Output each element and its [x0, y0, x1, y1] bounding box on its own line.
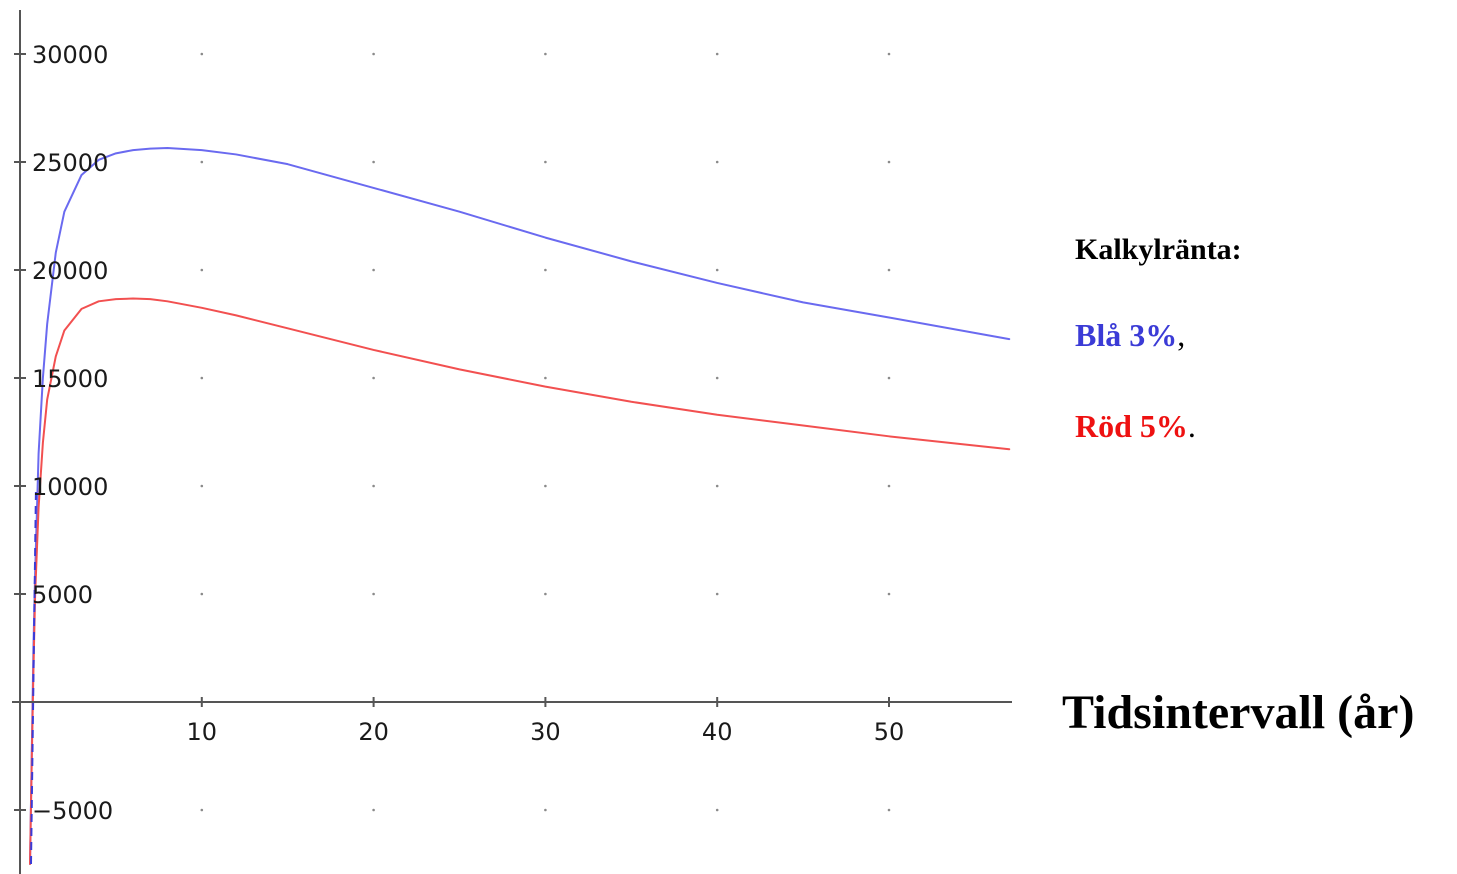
y-tick-label: 15000 — [32, 365, 108, 393]
legend-entry-2-suffix: . — [1188, 408, 1196, 444]
grid-dot — [200, 52, 204, 56]
grid-dot — [372, 160, 375, 164]
x-tick-label: 20 — [358, 718, 389, 746]
legend-entry-1-suffix: , — [1177, 317, 1185, 353]
y-tick-label: 20000 — [32, 257, 108, 285]
grid-dot — [887, 52, 891, 56]
grid-dot — [887, 592, 891, 596]
grid-dot — [715, 376, 719, 380]
y-tick-label: −5000 — [32, 797, 113, 825]
grid-dot — [200, 808, 204, 812]
grid-dot — [372, 52, 375, 56]
legend-entry-2-label: Röd 5% — [1075, 408, 1188, 444]
series-line-1 — [29, 146, 1011, 865]
x-tick-label: 40 — [702, 718, 733, 746]
grid-dot — [200, 376, 204, 380]
grid-dot — [544, 592, 547, 596]
x-tick-label: 50 — [874, 718, 905, 746]
legend-title: Kalkylränta: — [1075, 233, 1242, 266]
x-tick-label: 30 — [530, 718, 561, 746]
series-line-2 — [29, 297, 1011, 865]
grid-dot — [372, 808, 375, 812]
y-tick-label: 25000 — [32, 149, 108, 177]
grid-dot — [887, 376, 891, 380]
grid-dot — [715, 268, 719, 272]
grid-dot — [544, 160, 547, 164]
grid-dot — [715, 808, 719, 812]
grid-dot — [544, 484, 547, 488]
grid-dot — [887, 484, 891, 488]
tick-labels: 10 20 30 40 50 −5000 5000 10000 15000 20000 25000 3… — [32, 41, 904, 825]
grid-dot — [544, 52, 547, 56]
grid-dot — [200, 160, 204, 164]
series-line-1-start-dash — [30, 485, 37, 865]
grid-dot — [887, 268, 891, 272]
series-group — [29, 146, 1011, 865]
grid-dot — [715, 592, 719, 596]
grid-dot — [544, 268, 547, 272]
grid-dot — [887, 160, 891, 164]
grid-dot — [715, 484, 719, 488]
legend-entry-2: Röd 5%. — [1075, 408, 1196, 444]
axes — [12, 10, 1012, 874]
grid-dot — [372, 592, 375, 596]
grid-dot — [715, 160, 719, 164]
grid-dot — [372, 484, 375, 488]
legend-entry-1: Blå 3%, — [1075, 317, 1185, 353]
y-tick-label: 30000 — [32, 41, 108, 69]
x-tick-label: 10 — [187, 718, 218, 746]
grid-dot — [372, 376, 375, 380]
grid-dot — [200, 484, 204, 488]
grid-dot — [544, 808, 547, 812]
legend-entry-1-label: Blå 3% — [1075, 317, 1177, 353]
y-tick-label: 5000 — [32, 581, 93, 609]
grid-dot — [200, 592, 204, 596]
grid-dot — [200, 268, 204, 272]
grid-dot — [544, 376, 547, 380]
grid-dot — [887, 808, 891, 812]
y-tick-label: 10000 — [32, 473, 108, 501]
grid-dot — [372, 268, 375, 272]
grid-dot — [715, 52, 719, 56]
x-axis-label: Tidsintervall (år) — [1062, 686, 1414, 739]
grid-dots — [200, 52, 891, 812]
